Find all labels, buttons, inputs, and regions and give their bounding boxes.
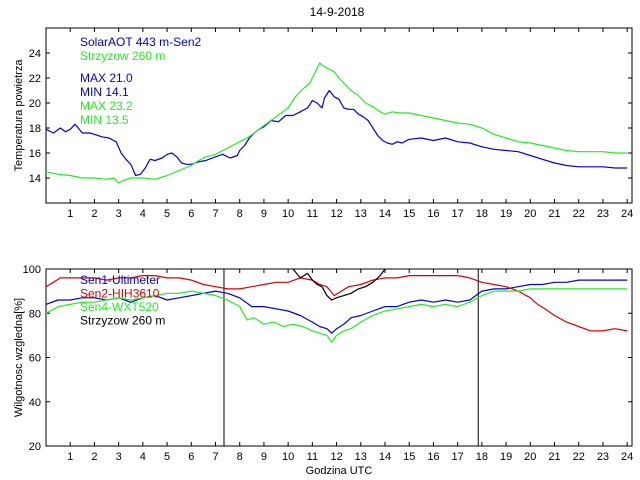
x-tick-label: 23 bbox=[597, 451, 609, 463]
y-tick-label: 16 bbox=[29, 148, 41, 160]
x-tick-label: 24 bbox=[621, 208, 633, 220]
x-tick-label: 4 bbox=[140, 451, 146, 463]
x-tick-label: 3 bbox=[116, 208, 122, 220]
x-tick-label: 11 bbox=[307, 208, 318, 220]
x-tick-label: 5 bbox=[164, 208, 170, 220]
y-tick-label: 20 bbox=[29, 98, 41, 110]
y-tick-label: 80 bbox=[29, 308, 41, 320]
x-tick-label: 7 bbox=[212, 208, 218, 220]
x-tick-label: 19 bbox=[500, 208, 512, 220]
x-tick-label: 6 bbox=[188, 451, 194, 463]
x-tick-label: 22 bbox=[573, 451, 585, 463]
x-tick-label: 21 bbox=[548, 451, 560, 463]
x-tick-label: 14 bbox=[379, 451, 391, 463]
x-tick-label: 17 bbox=[452, 208, 464, 220]
x-tick-label: 24 bbox=[621, 451, 633, 463]
legend-entry: SolarAOT 443 m-Sen2 bbox=[80, 35, 201, 49]
x-tick-label: 2 bbox=[91, 451, 97, 463]
legend-entry: Strzyzow 260 m bbox=[80, 314, 165, 328]
stat-label: MIN 14.1 bbox=[80, 85, 129, 99]
x-tick-label: 10 bbox=[282, 208, 294, 220]
x-tick-label: 10 bbox=[282, 451, 294, 463]
x-tick-label: 18 bbox=[476, 208, 488, 220]
x-tick-label: 19 bbox=[500, 451, 512, 463]
x-tick-label: 14 bbox=[379, 208, 391, 220]
y-tick-label: 20 bbox=[29, 441, 41, 453]
figure-title: 14-9-2018 bbox=[310, 5, 365, 19]
x-tick-label: 12 bbox=[330, 451, 342, 463]
x-tick-label: 3 bbox=[116, 451, 122, 463]
legend-entry: Sen1-Ultimeter bbox=[80, 273, 160, 287]
series-line-sen2-hih3610 bbox=[46, 275, 628, 332]
y-tick-label: 40 bbox=[29, 397, 41, 409]
x-tick-label: 5 bbox=[164, 451, 170, 463]
x-tick-label: 6 bbox=[188, 208, 194, 220]
x-tick-label: 9 bbox=[261, 451, 267, 463]
x-tick-label: 12 bbox=[330, 208, 342, 220]
y-tick-label: 24 bbox=[29, 48, 41, 60]
x-tick-label: 7 bbox=[212, 451, 218, 463]
y-axis-label: Wilgotnosc wzgledna[%] bbox=[13, 298, 25, 417]
stat-label: MAX 21.0 bbox=[80, 71, 133, 85]
legend-entry: Sen4-WXT520 bbox=[80, 300, 159, 314]
x-tick-label: 16 bbox=[427, 208, 439, 220]
x-tick-label: 20 bbox=[524, 451, 536, 463]
x-tick-label: 13 bbox=[355, 451, 367, 463]
x-tick-label: 22 bbox=[573, 208, 585, 220]
x-tick-label: 18 bbox=[476, 451, 488, 463]
y-tick-label: 22 bbox=[29, 73, 41, 85]
x-tick-label: 2 bbox=[91, 208, 97, 220]
x-tick-label: 15 bbox=[403, 451, 415, 463]
x-tick-label: 16 bbox=[427, 451, 439, 463]
y-tick-label: 100 bbox=[23, 264, 41, 276]
x-tick-label: 13 bbox=[355, 208, 367, 220]
x-tick-label: 4 bbox=[140, 208, 146, 220]
legend-entry: Strzyzow 260 m bbox=[80, 49, 165, 63]
series-line-solaraot-443-m-sen2 bbox=[46, 89, 628, 177]
x-tick-label: 15 bbox=[403, 208, 415, 220]
x-tick-label: 11 bbox=[307, 451, 318, 463]
humidity-chart: 1 2 3 4 5 6 7 8 9 10 11 12 13 14 15 16 17 18 19 20 21 22 23 242… bbox=[13, 264, 633, 477]
x-axis-label: Godzina UTC bbox=[306, 465, 373, 477]
x-tick-label: 8 bbox=[237, 208, 243, 220]
series-line-strzyzow-260-m bbox=[46, 62, 628, 184]
y-tick-label: 60 bbox=[29, 353, 41, 365]
y-tick-label: 18 bbox=[29, 123, 41, 135]
stat-label: MIN 13.5 bbox=[80, 113, 129, 127]
x-tick-label: 9 bbox=[261, 208, 267, 220]
x-tick-label: 23 bbox=[597, 208, 609, 220]
temperature-chart: 1 2 3 4 5 6 7 8 9 10 11 12 13 14 15 16 17 18 19 20 21 22 23 241… bbox=[13, 27, 633, 220]
x-tick-label: 1 bbox=[67, 208, 73, 220]
y-tick-label: 14 bbox=[29, 173, 41, 185]
x-tick-label: 8 bbox=[237, 451, 243, 463]
stat-label: MAX 23.2 bbox=[80, 99, 133, 113]
x-tick-label: 1 bbox=[67, 451, 73, 463]
x-tick-label: 20 bbox=[524, 208, 536, 220]
series-line-strzyzow-260-m bbox=[292, 269, 386, 301]
y-axis-label: Temperatura powietrza bbox=[13, 59, 25, 172]
x-tick-label: 17 bbox=[452, 451, 464, 463]
plot-frame bbox=[45, 27, 633, 204]
x-tick-label: 21 bbox=[548, 208, 560, 220]
series-line-sen4-wxt520 bbox=[46, 288, 628, 343]
legend-entry: Sen2-HIH3610 bbox=[80, 287, 160, 301]
